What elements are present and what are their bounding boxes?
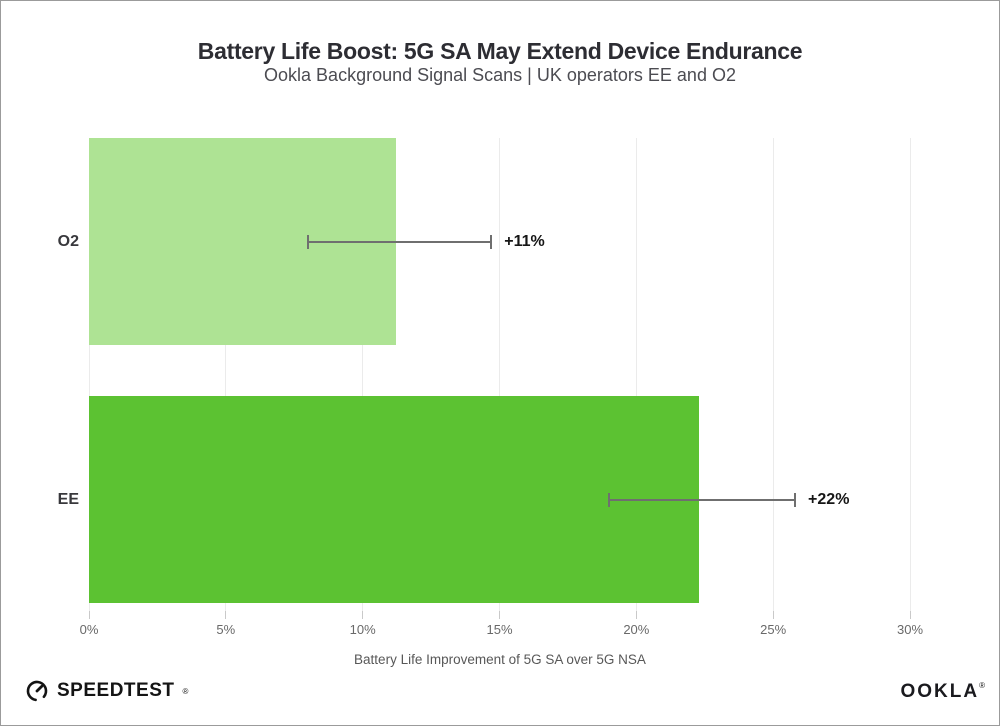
plot-area: 0% 5% 10% 15% 20% 25% 30% O2 +11% EE +22%: [58, 138, 923, 637]
category-label-o2: O2: [57, 232, 79, 250]
chart-subtitle: Ookla Background Signal Scans | UK opera…: [264, 65, 736, 85]
ookla-logo: OOKLA®: [900, 681, 985, 703]
speedtest-trademark: ®: [182, 686, 189, 696]
x-tick-mark: [225, 611, 227, 619]
speedtest-gauge-icon: [25, 679, 49, 703]
x-axis-label: Battery Life Improvement of 5G SA over 5…: [354, 652, 646, 667]
x-tick-label: 25%: [760, 622, 787, 637]
gridline-20%: [635, 138, 637, 611]
error-bar-cap: [607, 492, 610, 507]
category-label-ee: EE: [57, 490, 79, 508]
data-label-o2: +11%: [504, 232, 545, 250]
speedtest-logo: SPEEDTEST ®: [25, 679, 188, 703]
x-tick-mark: [362, 611, 364, 619]
ookla-wordmark: OOKLA: [900, 681, 980, 702]
gridline-25%: [772, 138, 774, 611]
x-tick-mark: [499, 611, 500, 619]
error-bar-cap: [306, 234, 309, 249]
error-bar-cap: [490, 234, 493, 249]
error-bar-cap: [794, 492, 797, 507]
error-bar-line: [307, 240, 492, 243]
x-tick-label: 10%: [349, 622, 376, 637]
gridline-0%: [88, 138, 90, 611]
gridline-30%: [909, 138, 911, 611]
ookla-trademark: ®: [979, 681, 985, 690]
error-bar-line: [608, 498, 796, 501]
x-tick-mark: [635, 611, 637, 619]
chart-title: Battery Life Boost: 5G SA May Extend Dev…: [197, 38, 803, 64]
x-tick-label: 5%: [216, 622, 236, 637]
x-tick-label: 15%: [486, 622, 513, 637]
speedtest-wordmark: SPEEDTEST: [57, 680, 175, 701]
x-tick-mark: [909, 611, 911, 619]
bar-ee: [89, 396, 700, 603]
x-tick-label: 30%: [896, 622, 924, 637]
gridline-15%: [499, 138, 500, 611]
data-label-ee: +22%: [808, 490, 850, 508]
x-tick-label: 0%: [79, 622, 99, 637]
x-tick-label: 20%: [623, 622, 650, 637]
gridline-10%: [362, 138, 364, 611]
x-tick-mark: [772, 611, 774, 619]
gridline-5%: [225, 138, 227, 611]
x-tick-mark: [88, 611, 90, 619]
